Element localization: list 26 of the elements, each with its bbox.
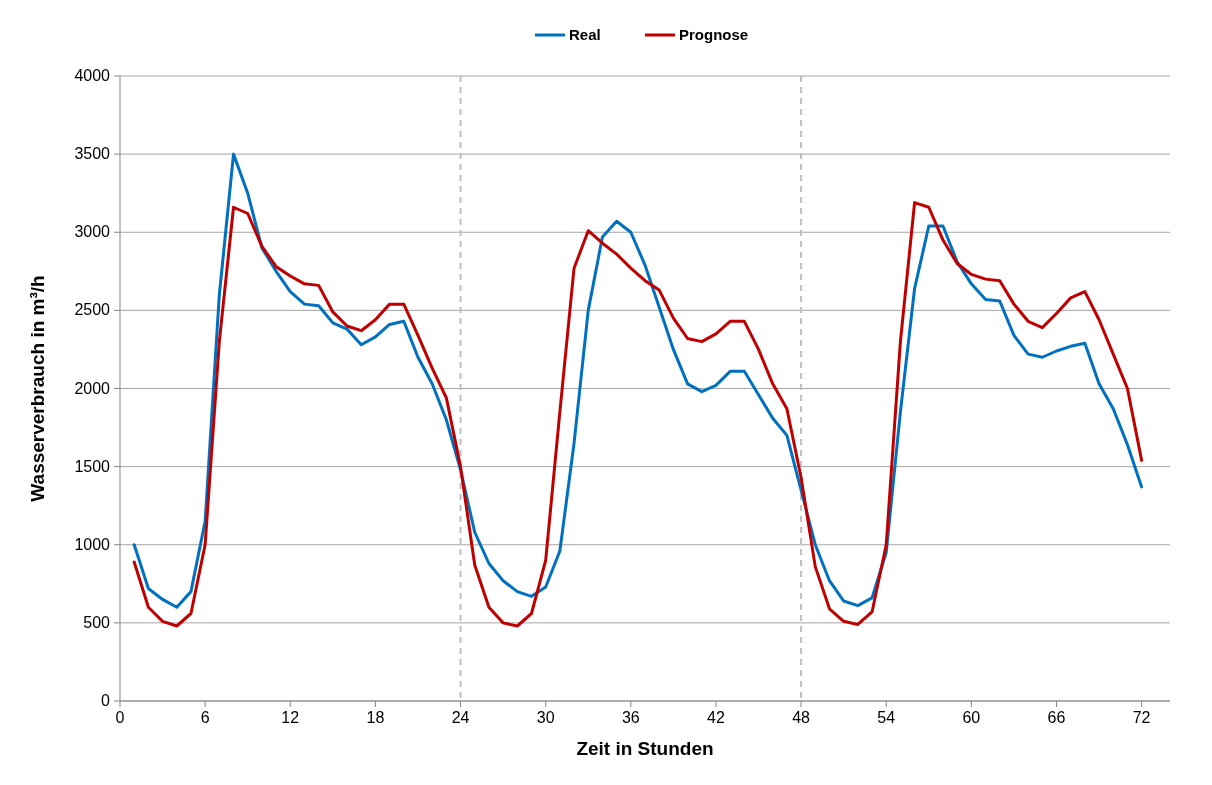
y-tick-label: 0	[101, 692, 111, 709]
x-tick-label: 24	[451, 709, 470, 726]
legend-label: Prognose	[679, 26, 749, 43]
x-axis-title: Zeit in Stunden	[576, 738, 714, 759]
y-tick-label: 2000	[74, 379, 111, 397]
y-tick-label: 3000	[74, 223, 111, 241]
y-tick-label: 1500	[74, 457, 111, 475]
x-tick-label: 48	[792, 709, 811, 726]
x-tick-label: 12	[281, 709, 300, 726]
x-tick-label: 0	[115, 709, 125, 726]
x-tick-label: 36	[621, 709, 640, 726]
x-tick-label: 54	[877, 709, 896, 726]
y-tick-label: 500	[83, 613, 111, 631]
x-tick-label: 30	[536, 709, 555, 726]
x-tick-label: 72	[1132, 709, 1151, 726]
y-axis-title: Wasserverbrauch in m³/h	[27, 275, 48, 502]
x-tick-label: 6	[200, 709, 210, 726]
x-tick-label: 42	[707, 709, 725, 726]
y-tick-label: 4000	[74, 67, 111, 84]
y-tick-label: 3500	[74, 145, 111, 163]
x-tick-label: 66	[1047, 709, 1066, 726]
legend-label: Real	[569, 26, 601, 43]
y-tick-label: 2500	[74, 301, 111, 319]
x-tick-label: 60	[962, 709, 981, 726]
x-tick-label: 18	[366, 709, 385, 726]
y-tick-label: 1000	[74, 535, 111, 553]
